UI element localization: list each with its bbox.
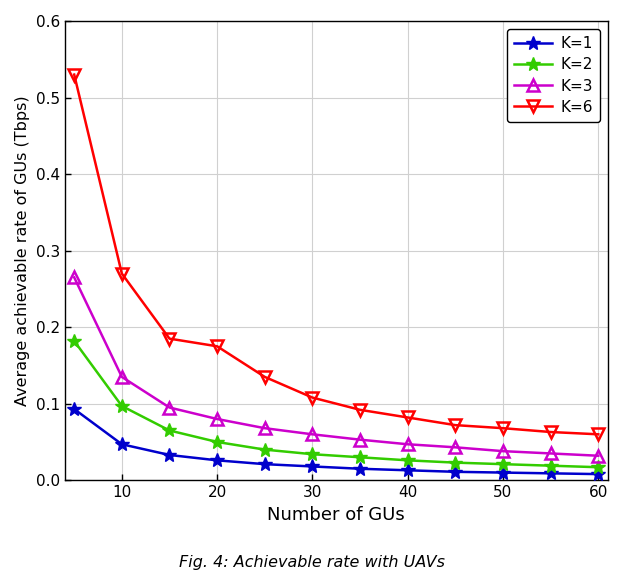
Y-axis label: Average achievable rate of GUs (Tbps): Average achievable rate of GUs (Tbps): [15, 95, 30, 406]
K=2: [118, 402, 125, 409]
K=6: [452, 422, 459, 429]
K=6: [547, 429, 554, 435]
K=1: [261, 461, 268, 467]
K=6: [595, 431, 602, 438]
K=1: [71, 406, 78, 413]
K=3: [213, 416, 221, 422]
K=2: [595, 464, 602, 471]
K=6: [118, 270, 125, 277]
K=1: [309, 463, 316, 470]
K=1: [213, 457, 221, 464]
Line: K=1: K=1: [67, 402, 605, 481]
K=3: [404, 441, 411, 447]
K=3: [595, 453, 602, 459]
K=1: [166, 451, 173, 458]
K=2: [452, 459, 459, 466]
K=1: [547, 470, 554, 477]
K=1: [452, 469, 459, 475]
K=1: [356, 465, 364, 472]
K=3: [118, 373, 125, 380]
K=2: [166, 427, 173, 434]
K=1: [595, 471, 602, 478]
K=2: [547, 462, 554, 469]
Line: K=3: K=3: [69, 272, 604, 461]
K=3: [547, 450, 554, 457]
K=3: [166, 404, 173, 411]
K=3: [261, 425, 268, 431]
K=6: [404, 414, 411, 421]
K=1: [404, 467, 411, 474]
K=6: [71, 71, 78, 78]
Text: Fig. 4: Achievable rate with UAVs: Fig. 4: Achievable rate with UAVs: [179, 555, 445, 570]
X-axis label: Number of GUs: Number of GUs: [267, 506, 405, 524]
Legend: K=1, K=2, K=3, K=6: K=1, K=2, K=3, K=6: [507, 28, 600, 122]
Line: K=6: K=6: [69, 69, 604, 440]
Line: K=2: K=2: [67, 334, 605, 474]
K=6: [309, 394, 316, 401]
K=6: [166, 335, 173, 342]
K=3: [309, 431, 316, 438]
K=6: [499, 425, 507, 431]
K=2: [309, 451, 316, 458]
K=6: [213, 343, 221, 350]
K=1: [499, 469, 507, 476]
K=2: [356, 454, 364, 461]
K=2: [261, 446, 268, 453]
K=2: [499, 461, 507, 467]
K=2: [404, 457, 411, 464]
K=3: [71, 274, 78, 281]
K=3: [452, 444, 459, 451]
K=1: [118, 441, 125, 447]
K=3: [499, 447, 507, 454]
K=2: [71, 337, 78, 344]
K=6: [261, 373, 268, 380]
K=3: [356, 436, 364, 443]
K=2: [213, 438, 221, 445]
K=6: [356, 406, 364, 413]
